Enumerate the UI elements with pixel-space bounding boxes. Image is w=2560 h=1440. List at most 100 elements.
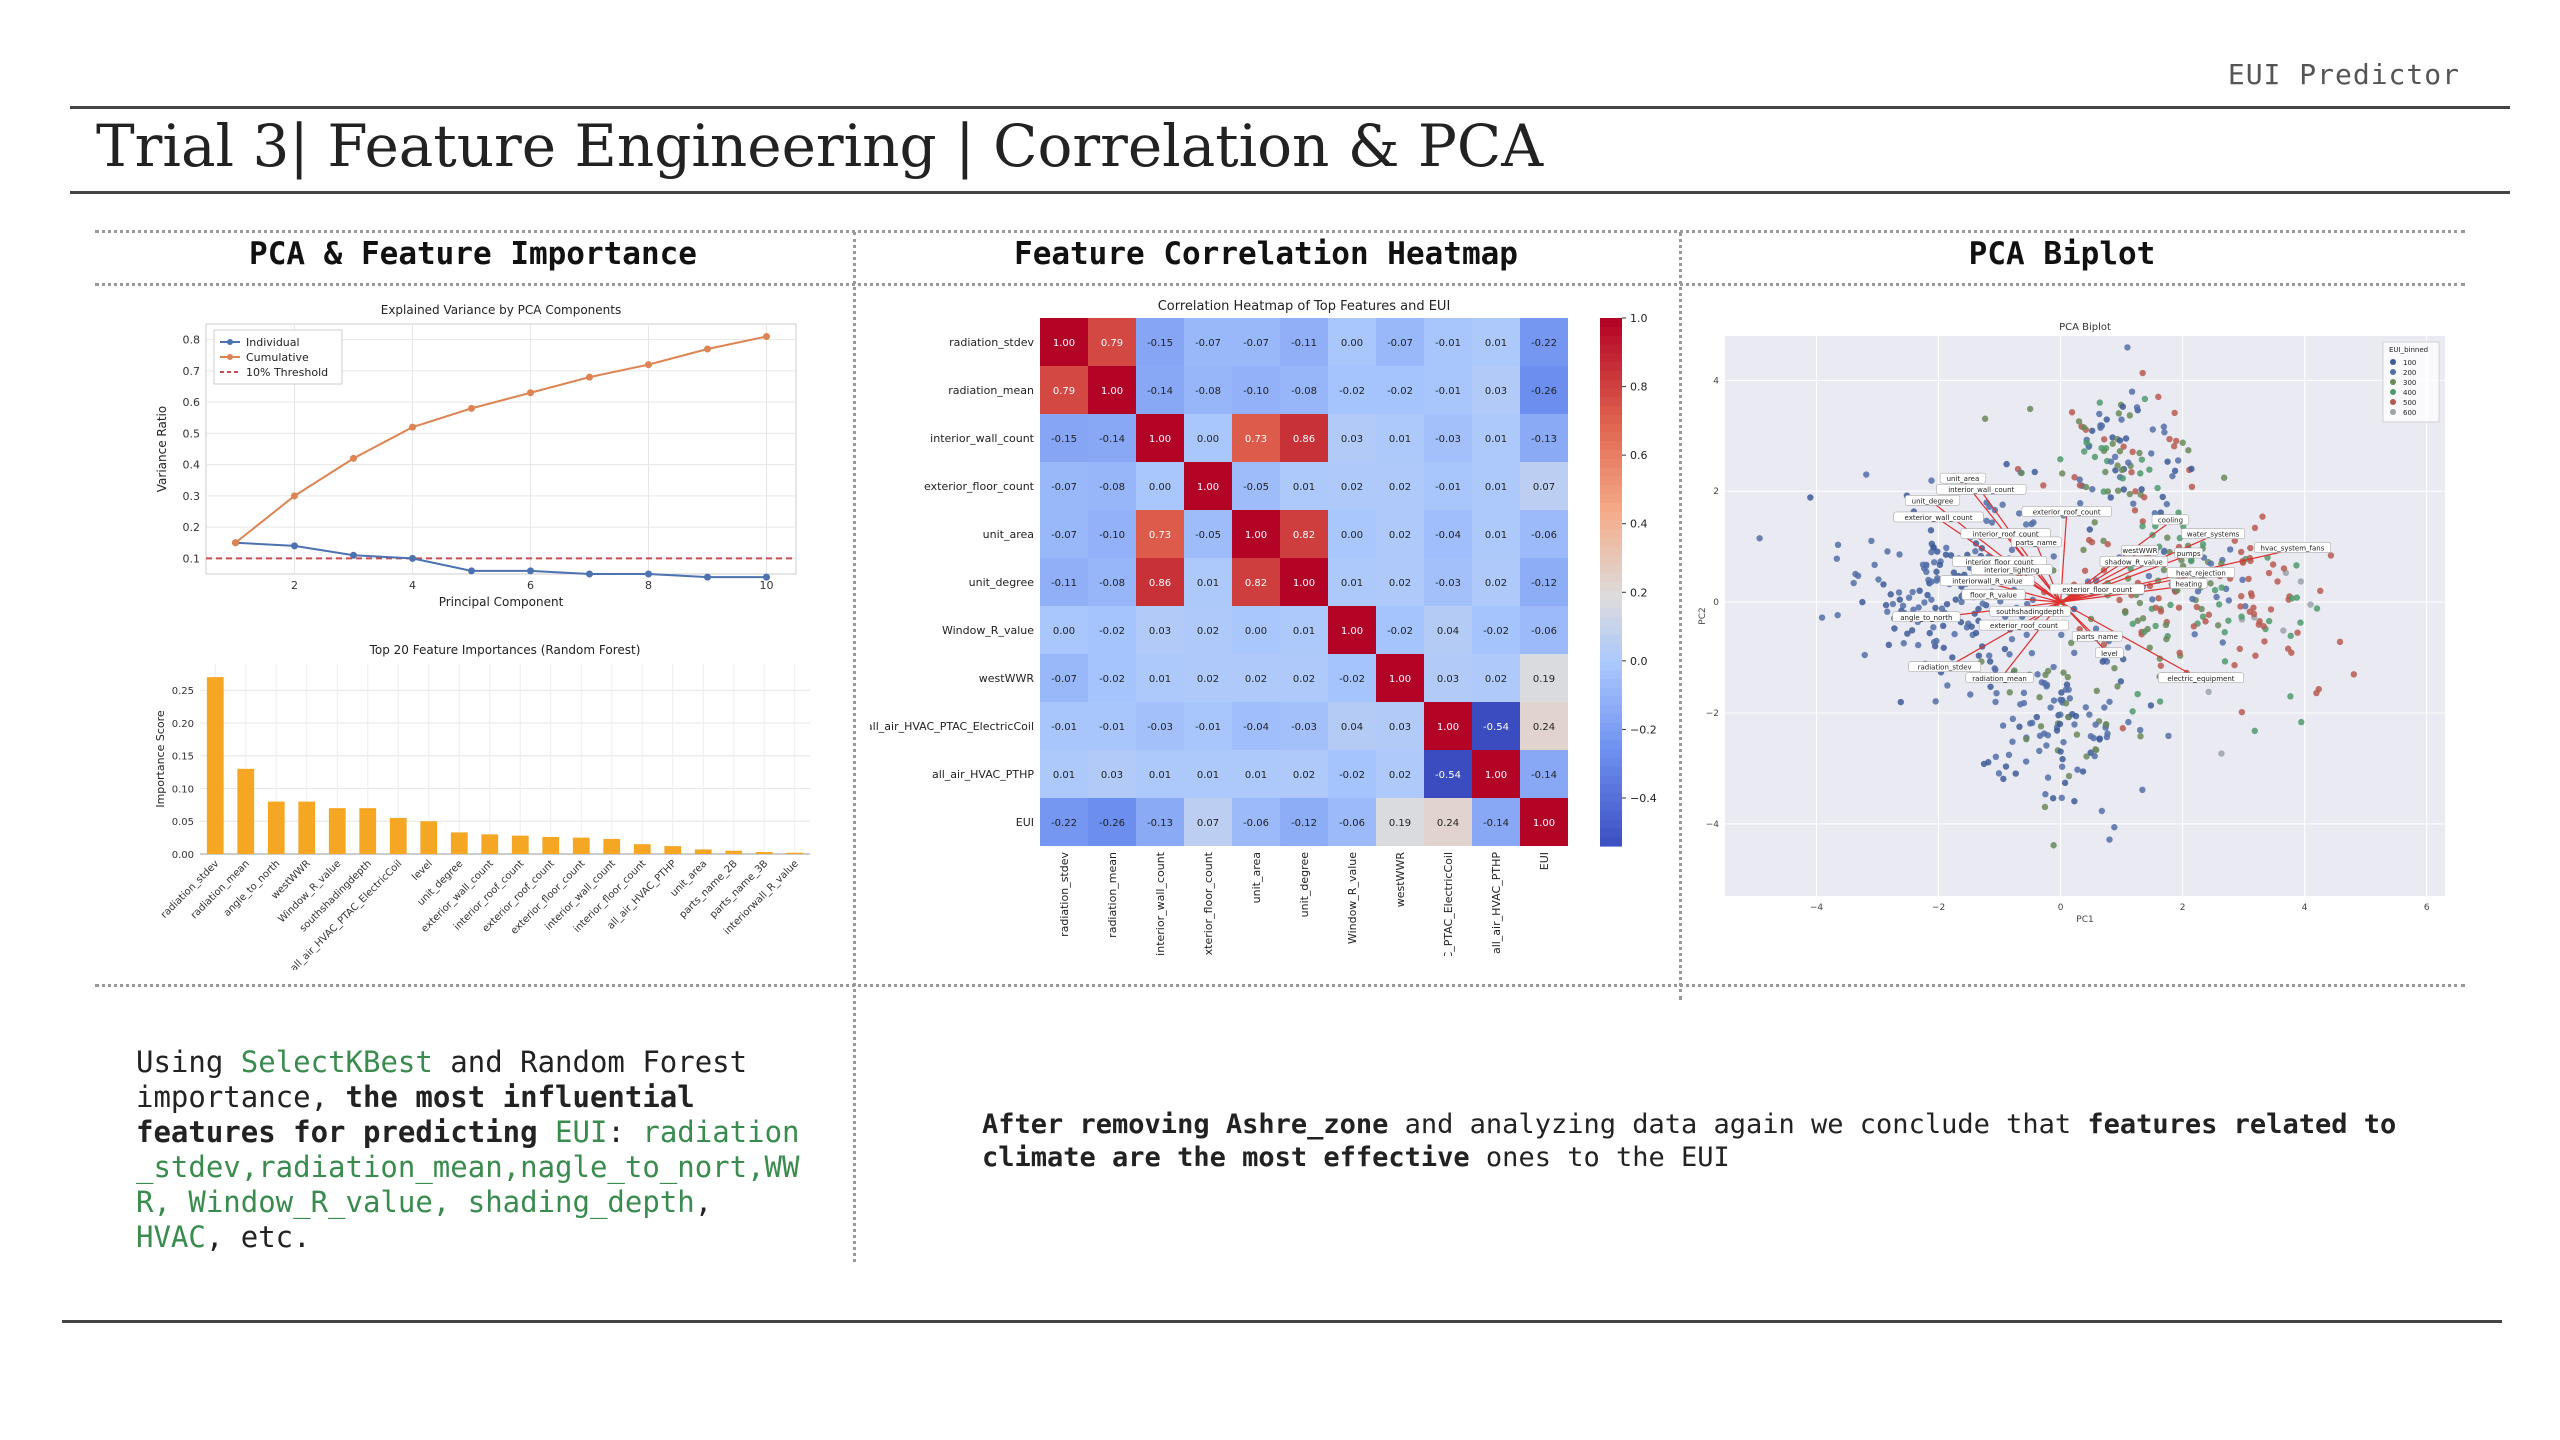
biplot-point: [2141, 494, 2148, 501]
biplot-point: [2002, 763, 2010, 770]
importance-ytick-label: 0.25: [172, 686, 194, 697]
series-point-individual: [527, 567, 534, 575]
colorbar-segment: [1600, 705, 1622, 715]
heatmap-cell: [1280, 318, 1328, 366]
biplot-point: [2287, 632, 2294, 640]
heatmap-cell-value: 1.00: [1389, 674, 1411, 685]
biplot-point: [2040, 482, 2047, 489]
heatmap-cell-value: 0.04: [1341, 722, 1363, 733]
heatmap-cell-value: -0.10: [1099, 530, 1125, 541]
variance-xtick-label: 4: [409, 579, 416, 592]
biplot-point: [2136, 726, 2144, 734]
biplot-point: [1897, 698, 1904, 706]
loading-label-box: [1893, 511, 1984, 523]
heatmap-cell-value: 0.01: [1053, 770, 1075, 781]
heatmap-cell-value: -0.02: [1339, 386, 1365, 397]
biplot-point: [2157, 662, 2165, 669]
caption-right-emphasis-1: After removing Ashre_zone: [982, 1109, 1389, 1140]
heatmap-cell: [1232, 750, 1280, 798]
importance-bar: [359, 808, 377, 854]
heatmap-cell: [1424, 606, 1472, 654]
colorbar-segment: [1600, 529, 1622, 539]
biplot-point: [2116, 448, 2124, 455]
biplot-point: [2280, 565, 2288, 572]
heatmap-cell-value: 0.86: [1149, 578, 1171, 589]
biplot-point: [1891, 625, 1898, 632]
biplot-point: [2250, 604, 2257, 611]
loading-label-box: [1960, 528, 2051, 539]
brand-label: EUI Predictor: [2227, 58, 2460, 91]
heatmap-row-label: radiation_stdev: [949, 336, 1034, 349]
colorbar-segment: [1600, 775, 1622, 785]
biplot-point: [2015, 510, 2023, 517]
biplot-point: [2336, 638, 2344, 646]
biplot-point: [2134, 617, 2142, 624]
biplot-point: [2269, 561, 2277, 568]
biplot-point: [2117, 678, 2125, 685]
biplot-point: [1972, 629, 1980, 637]
heatmap-cell: [1424, 462, 1472, 510]
colorbar-segment: [1600, 414, 1622, 425]
biplot-point: [2103, 416, 2110, 423]
biplot-point: [2114, 462, 2121, 469]
heatmap-cell: [1280, 462, 1328, 510]
importance-bar: [664, 846, 682, 854]
heatmap-cell-value: -0.07: [1243, 338, 1269, 349]
heatmap-cell-value: 0.02: [1389, 578, 1411, 589]
colorbar-segment: [1600, 458, 1622, 469]
heatmap-cell: [1232, 654, 1280, 702]
biplot-point: [2076, 476, 2083, 483]
heatmap-cell-value: -0.15: [1147, 338, 1173, 349]
biplot-point: [1975, 652, 1983, 659]
caption-right: After removing Ashre_zone and analyzing …: [982, 1108, 2432, 1174]
biplot-legend-label: 100: [2403, 359, 2416, 367]
biplot-point: [2315, 685, 2322, 693]
biplot-legend-label: 500: [2403, 399, 2416, 407]
biplot-point: [1933, 568, 1940, 575]
heatmap-cell-value: -0.01: [1435, 338, 1461, 349]
biplot-point: [1756, 535, 1763, 542]
heatmap-cell: [1184, 414, 1232, 462]
biplot-point: [2093, 687, 2101, 695]
caption-left-eui: EUI: [555, 1115, 608, 1149]
biplot-point: [1875, 576, 1882, 583]
biplot-point: [2141, 395, 2149, 403]
biplot-point: [1904, 630, 1911, 637]
biplot-point: [2298, 718, 2305, 726]
heatmap-cell-value: -0.08: [1099, 482, 1125, 493]
biplot-point: [2036, 694, 2043, 701]
biplot-point: [2297, 578, 2305, 585]
heatmap-cell-value: 1.00: [1437, 722, 1459, 733]
heatmap-cell-value: 0.02: [1389, 770, 1411, 781]
caption-left-hvac: HVAC: [136, 1220, 206, 1254]
biplot-point: [2057, 456, 2064, 463]
colorbar-segment: [1600, 652, 1622, 662]
biplot-point: [2261, 638, 2268, 645]
biplot-point: [2020, 689, 2028, 697]
biplot-point: [2058, 794, 2066, 802]
heatmap-col-label: all_air_HVAC_PTAC_ElectricCoil: [1442, 852, 1455, 956]
biplot-point: [1972, 548, 1979, 555]
biplot-point: [2103, 733, 2111, 741]
biplot-point: [1895, 589, 1903, 596]
biplot-legend-marker: [2390, 379, 2396, 385]
colorbar-segment: [1600, 388, 1622, 398]
biplot-point: [2080, 546, 2087, 554]
heatmap-cell: [1472, 558, 1520, 606]
biplot-point: [2199, 613, 2207, 620]
importance-bar: [511, 835, 529, 854]
biplot-point: [2245, 575, 2252, 583]
colorbar-tick-label: 0.0: [1630, 655, 1648, 668]
biplot-ytick-label: −4: [1706, 820, 1720, 830]
colorbar-segment: [1600, 362, 1622, 372]
colorbar-segment: [1600, 590, 1622, 601]
biplot-xtick-label: 4: [2302, 903, 2308, 913]
importance-bar: [328, 808, 346, 854]
biplot-ytick-label: 2: [1713, 487, 1719, 497]
heatmap-cell-value: -0.14: [1483, 818, 1509, 829]
biplot-point: [2215, 601, 2223, 608]
heatmap-cell-value: 1.00: [1197, 482, 1219, 493]
importance-bar: [298, 801, 316, 854]
loading-label: pumps: [2177, 550, 2201, 558]
heatmap-cell-value: 0.01: [1149, 674, 1171, 685]
